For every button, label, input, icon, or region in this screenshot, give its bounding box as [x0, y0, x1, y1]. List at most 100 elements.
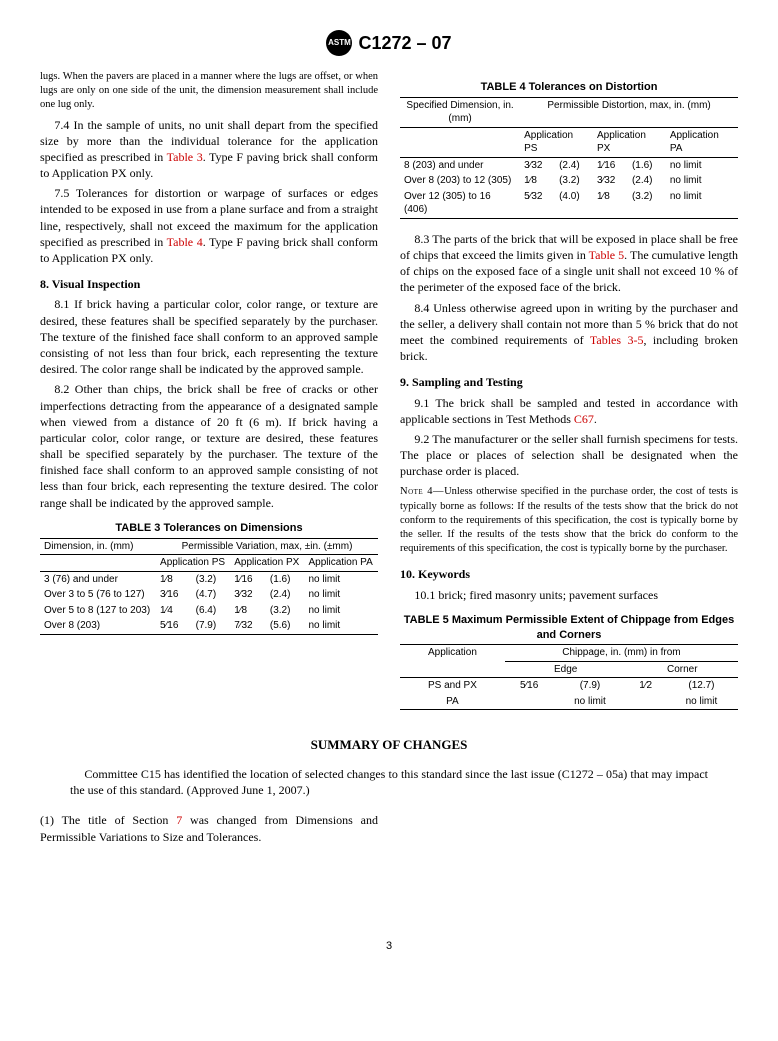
t3-r3-psm: (7.9): [192, 618, 231, 634]
section-8-heading: 8. Visual Inspection: [40, 276, 378, 292]
t5-r1-cf: [627, 694, 665, 710]
t5-r0-app: PS and PX: [400, 678, 505, 694]
t4-r2-pxm: (3.2): [628, 189, 666, 219]
t3-r1-psf: 3⁄16: [156, 587, 192, 603]
para-7-5: 7.5 Tolerances for distortion or warpage…: [40, 185, 378, 266]
t3-r3-pxf: 7⁄32: [230, 618, 266, 634]
t5-r0-cf: 1⁄2: [627, 678, 665, 694]
table-5: Application Chippage, in. (mm) in from E…: [400, 644, 738, 710]
ref-tables-3-5: Tables 3-5: [590, 333, 644, 347]
summary-item-1a: (1) The title of Section: [40, 813, 176, 827]
table-4-title: TABLE 4 Tolerances on Distortion: [400, 80, 738, 95]
table-row: Over 3 to 5 (76 to 127) 3⁄16(4.7) 3⁄32(2…: [40, 587, 378, 603]
t3-r3-pxm: (5.6): [266, 618, 305, 634]
t3-r2-pxf: 1⁄8: [230, 603, 266, 619]
table-3-col0: Dimension, in. (mm): [40, 538, 156, 555]
table-4: Specified Dimension, in. (mm) Permissibl…: [400, 97, 738, 219]
ref-c67: C67: [574, 412, 594, 426]
t3-r2-psf: 1⁄4: [156, 603, 192, 619]
table-5-sub-corner: Corner: [627, 661, 738, 678]
astm-logo-icon: ASTM: [326, 30, 352, 56]
t4-col0b: (mm): [448, 113, 471, 124]
table-row: PS and PX 5⁄16(7.9) 1⁄2(12.7): [400, 678, 738, 694]
t3-r1-pxm: (2.4): [266, 587, 305, 603]
section-10-heading: 10. Keywords: [400, 566, 738, 582]
para-8-3: 8.3 The parts of the brick that will be …: [400, 231, 738, 296]
table-row: Over 8 (203) to 12 (305) 1⁄8(3.2) 3⁄32(2…: [400, 173, 738, 189]
t4-r0-pxm: (1.6): [628, 157, 666, 173]
left-column: lugs. When the pavers are placed in a ma…: [40, 70, 378, 710]
t4-r2-pxf: 1⁄8: [593, 189, 628, 219]
right-column: TABLE 4 Tolerances on Distortion Specifi…: [400, 70, 738, 710]
table-5-span-header: Chippage, in. (mm) in from: [505, 645, 738, 662]
t4-r0-psf: 3⁄32: [520, 157, 555, 173]
t3-r2-psm: (6.4): [192, 603, 231, 619]
t5-r1-em: no limit: [553, 694, 626, 710]
t4-r1-dim: Over 8 (203) to 12 (305): [400, 173, 520, 189]
t3-r3-pa: no limit: [304, 618, 378, 634]
t4-r1-psf: 1⁄8: [520, 173, 555, 189]
t4-r0-psm: (2.4): [555, 157, 593, 173]
page-header: ASTM C1272 – 07: [40, 30, 738, 56]
lug-note: lugs. When the pavers are placed in a ma…: [40, 70, 378, 113]
t4-r2-dim: Over 12 (305) to 16 (406): [400, 189, 520, 219]
page-number: 3: [40, 939, 738, 954]
t4-r1-pxf: 3⁄32: [593, 173, 628, 189]
para-8-1: 8.1 If brick having a particular color, …: [40, 296, 378, 377]
para-7-4: 7.4 In the sample of units, no unit shal…: [40, 117, 378, 182]
note-4-body: Unless otherwise specified in the purcha…: [400, 486, 738, 554]
t3-r1-pxf: 3⁄32: [230, 587, 266, 603]
t4-r1-pxm: (2.4): [628, 173, 666, 189]
designation-number: C1272 – 07: [358, 31, 451, 55]
table-5-sub-edge: Edge: [505, 661, 627, 678]
t5-r1-cm: no limit: [665, 694, 738, 710]
t4-col0a: Specified Dimension, in.: [406, 100, 513, 111]
ref-table-3: Table 3: [167, 150, 203, 164]
para-9-1: 9.1 The brick shall be sampled and teste…: [400, 395, 738, 427]
table-row: 8 (203) and under 3⁄32(2.4) 1⁄16(1.6) no…: [400, 157, 738, 173]
t4-r0-pa: no limit: [666, 157, 738, 173]
t3-r3-dim: Over 8 (203): [40, 618, 156, 634]
t4-r1-pa: no limit: [666, 173, 738, 189]
note-4-lead: Note 4—: [400, 486, 444, 497]
t3-r0-pa: no limit: [304, 571, 378, 587]
t3-r2-dim: Over 5 to 8 (127 to 203): [40, 603, 156, 619]
table-row: 3 (76) and under 1⁄8(3.2) 1⁄16(1.6) no l…: [40, 571, 378, 587]
table-4-sub-px: Application PX: [593, 127, 666, 157]
t4-r2-psf: 5⁄32: [520, 189, 555, 219]
t4-r2-psm: (4.0): [555, 189, 593, 219]
summary-heading: SUMMARY OF CHANGES: [40, 736, 738, 754]
t3-r0-psf: 1⁄8: [156, 571, 192, 587]
t3-r1-psm: (4.7): [192, 587, 231, 603]
table-3: Dimension, in. (mm) Permissible Variatio…: [40, 538, 378, 635]
table-row: Over 8 (203) 5⁄16(7.9) 7⁄32(5.6) no limi…: [40, 618, 378, 634]
table-3-title: TABLE 3 Tolerances on Dimensions: [40, 521, 378, 536]
t3-r3-psf: 5⁄16: [156, 618, 192, 634]
table-row: PA no limit no limit: [400, 694, 738, 710]
summary-of-changes: SUMMARY OF CHANGES Committee C15 has ide…: [40, 736, 738, 848]
ref-table-5: Table 5: [589, 248, 625, 262]
t3-r2-pa: no limit: [304, 603, 378, 619]
para-9-1-text-b: .: [594, 412, 597, 426]
ref-table-4: Table 4: [167, 235, 203, 249]
table-3-span-header: Permissible Variation, max, ±in. (±mm): [156, 538, 378, 555]
t3-r2-pxm: (3.2): [266, 603, 305, 619]
two-column-body: lugs. When the pavers are placed in a ma…: [40, 70, 738, 710]
table-4-sub-pa: Application PA: [666, 127, 738, 157]
t3-r0-pxm: (1.6): [266, 571, 305, 587]
t5-r1-ef: [505, 694, 554, 710]
table-5-col0: Application: [400, 645, 505, 678]
t3-r0-psm: (3.2): [192, 571, 231, 587]
para-9-2: 9.2 The manufacturer or the seller shall…: [400, 431, 738, 480]
t5-r1-app: PA: [400, 694, 505, 710]
para-8-4: 8.4 Unless otherwise agreed upon in writ…: [400, 300, 738, 365]
table-row: Over 5 to 8 (127 to 203) 1⁄4(6.4) 1⁄8(3.…: [40, 603, 378, 619]
t3-r1-pa: no limit: [304, 587, 378, 603]
section-9-heading: 9. Sampling and Testing: [400, 374, 738, 390]
t3-r1-dim: Over 3 to 5 (76 to 127): [40, 587, 156, 603]
table-4-sub-ps: Application PS: [520, 127, 593, 157]
note-4: Note 4—Unless otherwise specified in the…: [400, 485, 738, 556]
t4-r0-dim: 8 (203) and under: [400, 157, 520, 173]
t5-r0-ef: 5⁄16: [505, 678, 554, 694]
table-5-title: TABLE 5 Maximum Permissible Extent of Ch…: [400, 613, 738, 643]
